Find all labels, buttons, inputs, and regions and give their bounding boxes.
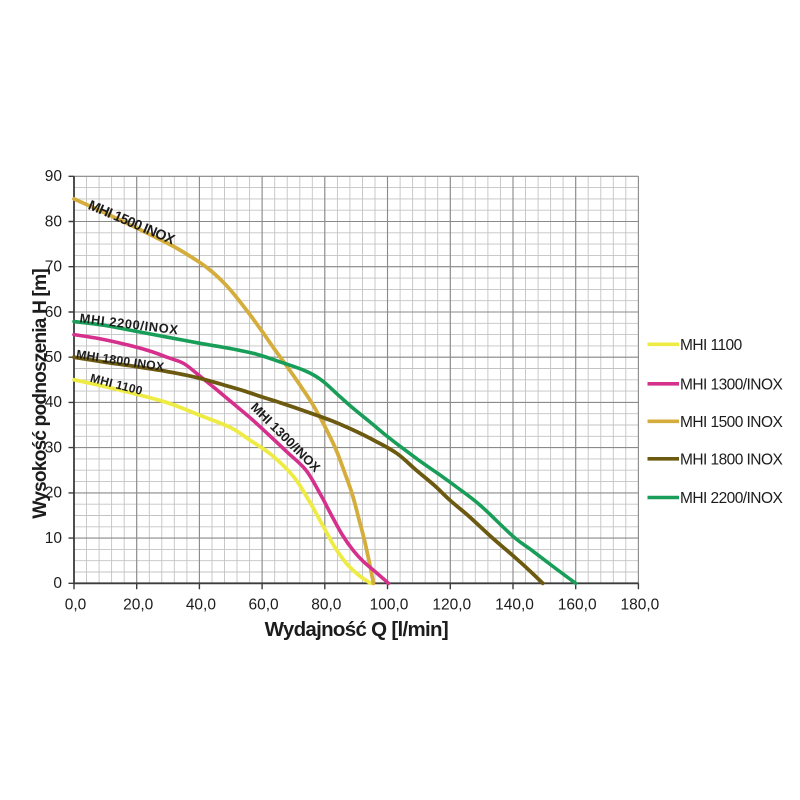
svg-text:0,0: 0,0 xyxy=(65,597,87,614)
svg-text:10: 10 xyxy=(45,530,63,547)
svg-text:Wydajność Q [l/min]: Wydajność Q [l/min] xyxy=(265,618,448,641)
svg-text:MHI 2200/INOX: MHI 2200/INOX xyxy=(680,490,783,507)
svg-text:160,0: 160,0 xyxy=(558,597,597,614)
svg-text:MHI 1800 INOX: MHI 1800 INOX xyxy=(680,451,783,468)
svg-text:90: 90 xyxy=(45,168,63,185)
svg-text:180,0: 180,0 xyxy=(621,597,660,614)
svg-text:60: 60 xyxy=(45,304,63,321)
svg-text:140,0: 140,0 xyxy=(495,597,534,614)
svg-text:MHI 1500 INOX: MHI 1500 INOX xyxy=(680,414,783,431)
svg-text:40,0: 40,0 xyxy=(186,597,217,614)
svg-text:120,0: 120,0 xyxy=(432,597,471,614)
svg-text:80: 80 xyxy=(45,213,63,230)
svg-text:100,0: 100,0 xyxy=(370,597,409,614)
svg-text:MHI 1100: MHI 1100 xyxy=(680,337,743,354)
svg-text:40: 40 xyxy=(45,394,63,411)
svg-text:20,0: 20,0 xyxy=(123,597,154,614)
svg-text:60,0: 60,0 xyxy=(249,597,280,614)
svg-text:20: 20 xyxy=(45,485,63,502)
svg-text:0: 0 xyxy=(53,575,62,592)
svg-text:70: 70 xyxy=(45,259,63,276)
svg-text:30: 30 xyxy=(45,439,63,456)
svg-text:50: 50 xyxy=(45,349,63,366)
svg-text:Wysokość podnoszenia H [m]: Wysokość podnoszenia H [m] xyxy=(30,269,51,519)
svg-text:80,0: 80,0 xyxy=(311,597,342,614)
svg-text:MHI 1300/INOX: MHI 1300/INOX xyxy=(680,376,783,393)
